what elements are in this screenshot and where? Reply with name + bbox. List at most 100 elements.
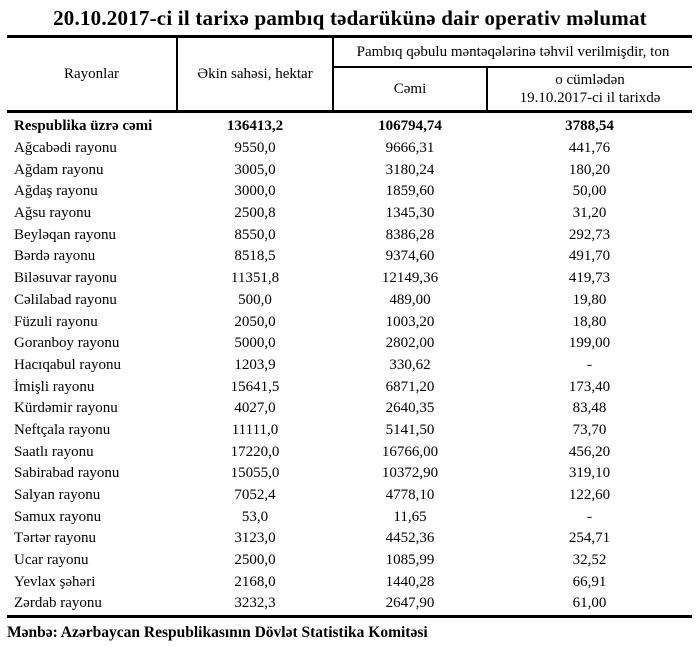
sown-area-cell: 2050,0 xyxy=(234,313,276,330)
table-row: Goranboy rayonu 5000,0 2802,00 199,00 xyxy=(7,333,692,355)
region-cell: Goranboy rayonu xyxy=(14,335,120,352)
sown-area-cell: 4027,0 xyxy=(234,400,276,417)
delivered-on-date-cell: - xyxy=(587,356,592,373)
delivered-on-date-cell: 441,76 xyxy=(568,140,611,157)
delivered-total-cell: 330,62 xyxy=(389,356,431,373)
sown-area-cell: 1203,9 xyxy=(234,356,276,373)
delivered-total-cell: 2640,35 xyxy=(385,400,435,417)
sown-area-cell: 2168,0 xyxy=(234,573,276,590)
delivered-on-date-cell: 254,71 xyxy=(568,530,611,547)
delivered-on-date-cell: 456,20 xyxy=(568,443,611,460)
delivered-on-date-cell: 419,73 xyxy=(568,270,611,287)
table-row: Füzuli rayonu 2050,0 1003,20 18,80 xyxy=(7,311,692,333)
region-cell: Ucar rayonu xyxy=(14,552,89,569)
region-cell: Tərtər rayonu xyxy=(14,530,97,547)
delivered-on-date-cell: 73,70 xyxy=(572,421,607,438)
delivered-on-date-cell: 173,40 xyxy=(568,378,611,395)
delivered-on-date-cell: 3788,54 xyxy=(565,118,614,135)
sown-area-cell: 15641,5 xyxy=(230,378,280,395)
delivered-on-date-cell: 66,91 xyxy=(572,573,607,590)
sown-area-cell: 5000,0 xyxy=(234,335,276,352)
delivered-total-cell: 16766,00 xyxy=(381,443,439,460)
table-row: Bərdə rayonu 8518,5 9374,60 491,70 xyxy=(7,246,692,268)
delivered-total-cell: 5141,50 xyxy=(385,421,435,438)
region-cell: İmişli rayonu xyxy=(14,378,95,395)
table-row: Ağcabədi rayonu 9550,0 9666,31 441,76 xyxy=(7,138,692,160)
header-row-sub: Cəmi o cümlədən 19.10.2017-ci il tarixdə xyxy=(7,67,693,113)
table-row: Tərtər rayonu 3123,0 4452,36 254,71 xyxy=(7,528,692,550)
region-cell: Bərdə rayonu xyxy=(14,248,96,265)
table-row: Neftçala rayonu 11111,0 5141,50 73,70 xyxy=(7,420,692,442)
delivered-on-date-cell: 31,20 xyxy=(572,205,607,222)
sown-area-cell: 17220,0 xyxy=(230,443,280,460)
region-cell: Cəlilabad rayonu xyxy=(14,291,117,308)
delivered-total-cell: 1440,28 xyxy=(385,573,435,590)
table-row: Beyləqan rayonu 8550,0 8386,28 292,73 xyxy=(7,224,692,246)
total-row: Respublika üzrə cəmi 136413,2 106794,74 378… xyxy=(7,112,692,138)
table-body: Respublika üzrə cəmi 136413,2 106794,74 378… xyxy=(7,112,692,617)
sown-area-cell: 53,0 xyxy=(241,508,269,525)
region-cell: Hacıqabul rayonu xyxy=(14,356,122,373)
sown-area-cell: 15055,0 xyxy=(230,465,280,482)
region-cell: Saatlı rayonu xyxy=(14,443,94,460)
region-cell: Neftçala rayonu xyxy=(14,421,111,438)
delivered-on-date-cell: 83,48 xyxy=(572,400,607,417)
delivered-on-date-cell: 319,10 xyxy=(568,465,611,482)
delivered-on-date-cell: 491,70 xyxy=(568,248,611,265)
column-header-delivered-on-date: o cümlədən 19.10.2017-ci il tarixdə xyxy=(487,67,693,113)
column-header-regions: Rayonlar xyxy=(7,36,178,113)
delivered-on-date-cell: 199,00 xyxy=(568,335,611,352)
column-header-sown-area: Əkin sahəsi, hektar xyxy=(177,36,334,113)
region-cell: Ağdam rayonu xyxy=(14,161,104,178)
sown-area-cell: 3123,0 xyxy=(234,530,276,547)
statistics-table: Rayonlar Əkin sahəsi, hektar Pambıq qəbu… xyxy=(7,35,693,618)
table-row: Zərdab rayonu 3232,3 2647,90 61,00 xyxy=(7,593,692,616)
region-cell: Zərdab rayonu xyxy=(14,595,102,612)
sown-area-cell: 8518,5 xyxy=(234,248,276,265)
table-row: Ucar rayonu 2500,0 1085,99 32,52 xyxy=(7,550,692,572)
delivered-total-cell: 9374,60 xyxy=(385,248,435,265)
table-row: Ağsu rayonu 2500,8 1345,30 31,20 xyxy=(7,203,692,225)
column-header-delivered-total: Cəmi xyxy=(333,67,488,113)
table-row: Ağdam rayonu 3005,0 3180,24 180,20 xyxy=(7,159,692,181)
column-header-delivered-on-date-line2: 19.10.2017-ci il tarixdə xyxy=(519,90,661,106)
table-row: İmişli rayonu 15641,5 6871,20 173,40 xyxy=(7,376,692,398)
table-row: Saatlı rayonu 17220,0 16766,00 456,20 xyxy=(7,441,692,463)
delivered-total-cell: 3180,24 xyxy=(385,161,435,178)
region-cell: Samux rayonu xyxy=(14,508,102,525)
delivered-on-date-cell: 50,00 xyxy=(572,183,607,200)
region-cell: Ağcabədi rayonu xyxy=(14,140,117,157)
region-cell: Sabirabad rayonu xyxy=(14,465,120,482)
delivered-total-cell: 10372,90 xyxy=(381,465,439,482)
delivered-on-date-cell: 292,73 xyxy=(568,226,611,243)
sown-area-cell: 11351,8 xyxy=(230,270,280,287)
region-cell: Biləsuvar rayonu xyxy=(14,270,117,287)
table-row: Cəlilabad rayonu 500,0 489,00 19,80 xyxy=(7,290,692,312)
sown-area-cell: 500,0 xyxy=(238,291,272,308)
delivered-total-cell: 1345,30 xyxy=(385,205,435,222)
delivered-total-cell: 9666,31 xyxy=(385,140,435,157)
delivered-total-cell: 12149,36 xyxy=(381,270,439,287)
sown-area-cell: 136413,2 xyxy=(226,118,284,135)
region-cell: Salyan rayonu xyxy=(14,487,101,504)
table-row: Sabirabad rayonu 15055,0 10372,90 319,10 xyxy=(7,463,692,485)
sown-area-cell: 2500,8 xyxy=(234,205,276,222)
delivered-total-cell: 1003,20 xyxy=(385,313,435,330)
delivered-total-cell: 2802,00 xyxy=(385,335,435,352)
table-row: Biləsuvar rayonu 11351,8 12149,36 419,73 xyxy=(7,268,692,290)
delivered-total-cell: 11,65 xyxy=(393,508,427,525)
table-row: Ağdaş rayonu 3000,0 1859,60 50,00 xyxy=(7,181,692,203)
delivered-total-cell: 2647,90 xyxy=(385,595,435,612)
table-row: Kürdəmir rayonu 4027,0 2640,35 83,48 xyxy=(7,398,692,420)
delivered-on-date-cell: 180,20 xyxy=(568,161,611,178)
region-cell: Beyləqan rayonu xyxy=(14,226,117,243)
region-cell: Kürdəmir rayonu xyxy=(14,400,118,417)
region-cell: Yevlax şəhəri xyxy=(14,573,96,590)
delivered-on-date-cell: 61,00 xyxy=(572,595,607,612)
delivered-total-cell: 8386,28 xyxy=(385,226,435,243)
delivered-total-cell: 106794,74 xyxy=(378,118,442,135)
sown-area-cell: 3000,0 xyxy=(234,183,276,200)
source-note: Mənbə: Azərbaycan Respublikasının Dövlət… xyxy=(7,623,428,641)
sown-area-cell: 7052,4 xyxy=(234,487,276,504)
